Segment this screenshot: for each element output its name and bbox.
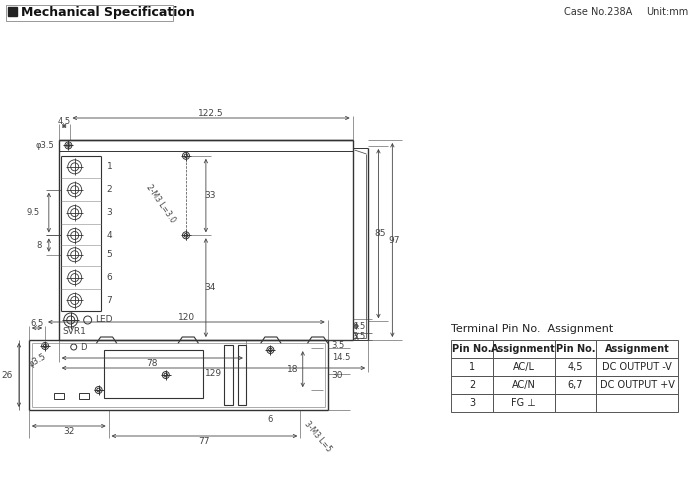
Text: 3.5: 3.5 [352, 332, 365, 341]
Text: Pin No.: Pin No. [452, 344, 492, 354]
Text: 5: 5 [106, 250, 112, 259]
Bar [596, 394, 678, 412]
Text: 33: 33 [204, 191, 216, 200]
Bar [596, 340, 678, 358]
Bar [451, 340, 493, 358]
Text: 6.5: 6.5 [30, 318, 43, 327]
Text: Mechanical Specification: Mechanical Specification [21, 6, 195, 19]
Text: 78: 78 [146, 359, 158, 369]
Text: Pin No.: Pin No. [556, 344, 595, 354]
Text: Case No.238A: Case No.238A [564, 7, 632, 17]
Text: Assignment: Assignment [491, 344, 556, 354]
Text: 6: 6 [106, 273, 112, 282]
Text: 34: 34 [204, 283, 216, 292]
Text: 85: 85 [374, 229, 386, 238]
Text: 1: 1 [106, 163, 112, 171]
Bar [596, 376, 678, 394]
Text: 14.5: 14.5 [332, 352, 350, 361]
Bar [451, 376, 493, 394]
Text: 32: 32 [63, 427, 74, 436]
Bar [451, 358, 493, 376]
Text: 3-M3 L=5: 3-M3 L=5 [302, 420, 333, 454]
Text: 6: 6 [267, 415, 273, 424]
Text: 8: 8 [36, 240, 41, 250]
Bar [493, 340, 554, 358]
Text: 2: 2 [469, 380, 475, 390]
Text: 1: 1 [469, 362, 475, 372]
Text: LED: LED [94, 315, 112, 325]
Bar [596, 358, 678, 376]
Text: 6.5: 6.5 [352, 322, 365, 331]
Text: 26: 26 [1, 370, 13, 380]
Text: 122.5: 122.5 [198, 109, 224, 118]
Text: Assignment: Assignment [605, 344, 670, 354]
Text: 4,5: 4,5 [568, 362, 583, 372]
Bar [223, 345, 232, 405]
Text: 3.5: 3.5 [332, 340, 345, 349]
Text: 2: 2 [106, 185, 112, 194]
Bar [554, 340, 596, 358]
Text: φ3.5: φ3.5 [36, 141, 54, 150]
Bar [493, 358, 554, 376]
Text: 120: 120 [178, 313, 195, 322]
Text: D: D [80, 343, 86, 351]
Bar [8, 7, 17, 16]
Text: AC/L: AC/L [513, 362, 535, 372]
Bar [78, 393, 89, 399]
Bar [237, 345, 246, 405]
Text: 97: 97 [389, 236, 400, 245]
Text: 18: 18 [287, 365, 298, 374]
Bar [451, 394, 493, 412]
Bar [554, 358, 596, 376]
Bar [554, 394, 596, 412]
Text: 3: 3 [469, 398, 475, 408]
Bar [493, 394, 554, 412]
Text: 7: 7 [106, 296, 112, 305]
Bar [554, 376, 596, 394]
Text: Terminal Pin No.  Assignment: Terminal Pin No. Assignment [451, 324, 613, 334]
Bar [493, 376, 554, 394]
Text: DC OUTPUT +V: DC OUTPUT +V [600, 380, 675, 390]
Text: DC OUTPUT -V: DC OUTPUT -V [603, 362, 672, 372]
Text: Unit:mm: Unit:mm [646, 7, 689, 17]
Text: 4: 4 [106, 231, 112, 240]
Text: 2-M3 L=3.0: 2-M3 L=3.0 [145, 183, 177, 224]
Bar [54, 393, 64, 399]
Text: SVR1: SVR1 [63, 327, 87, 337]
Bar [6, 5, 174, 21]
Text: 4.5: 4.5 [57, 117, 71, 126]
Text: 129: 129 [205, 369, 222, 379]
Text: AC/N: AC/N [512, 380, 536, 390]
Text: 30: 30 [332, 370, 343, 380]
Text: φ3.5: φ3.5 [27, 351, 48, 369]
Text: 6,7: 6,7 [568, 380, 583, 390]
Text: FG ⊥: FG ⊥ [512, 398, 536, 408]
Bar [104, 350, 203, 398]
Text: 3: 3 [106, 208, 112, 217]
Text: 77: 77 [199, 437, 210, 446]
Text: 9.5: 9.5 [27, 208, 39, 217]
